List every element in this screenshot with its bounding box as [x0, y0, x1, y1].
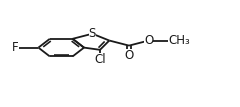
Text: CH₃: CH₃ [168, 34, 190, 47]
Text: Cl: Cl [94, 54, 106, 66]
Text: S: S [89, 27, 96, 40]
Text: F: F [12, 41, 19, 54]
Text: O: O [144, 34, 153, 47]
Text: O: O [124, 49, 134, 62]
